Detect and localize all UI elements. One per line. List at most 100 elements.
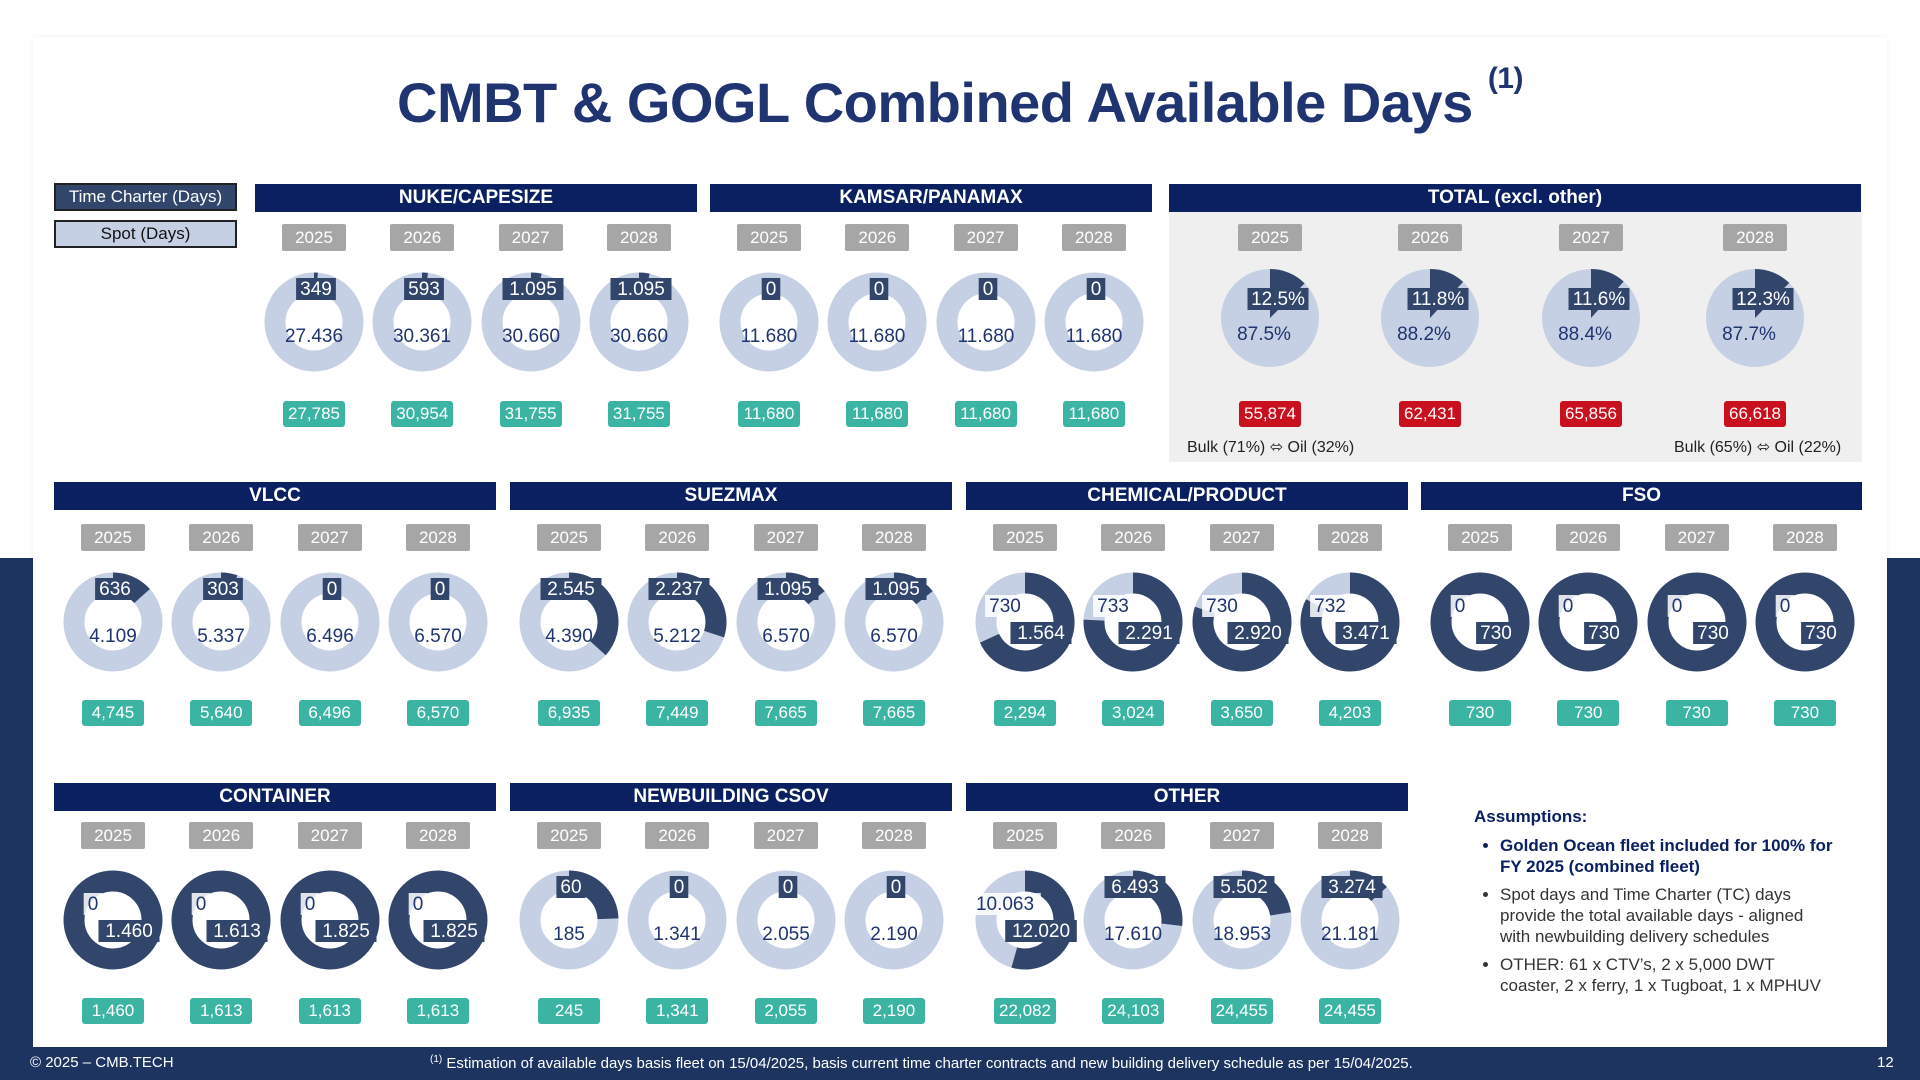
assumption-item: Golden Ocean fleet included for 100% for… [1500, 835, 1834, 877]
total-days-badge: 24,103 [1102, 998, 1165, 1024]
container-donut-2026: 0 1.613 [171, 870, 271, 970]
year-label: 2026 [1398, 224, 1462, 251]
value-label-box [669, 876, 689, 898]
value-label: 21.181 [1321, 924, 1379, 945]
value-label-box [300, 893, 319, 915]
value-label: 0 [413, 894, 424, 915]
chemical-product-donut-2028: 732 3.471 [1300, 572, 1400, 672]
value-label-box [1247, 288, 1309, 310]
total-days-badge: 11,680 [738, 401, 800, 427]
year-label: 2027 [498, 224, 563, 251]
value-label: 0 [874, 279, 885, 300]
year-label: 2025 [81, 524, 145, 551]
year-label: 2026 [645, 822, 710, 849]
value-label: 730 [989, 596, 1021, 617]
time-charter-arc [1755, 572, 1855, 672]
year-label: 2028 [1317, 822, 1382, 849]
value-label: 0 [1563, 596, 1574, 617]
value-label-box [1321, 876, 1383, 898]
total-days-badge: 3,650 [1210, 700, 1273, 726]
legend-spot: Spot (Days) [54, 220, 237, 248]
value-label-box [865, 578, 927, 600]
total-days-badge: 1,460 [82, 998, 144, 1024]
year-label: 2028 [1061, 224, 1126, 251]
footer-copyright: © 2025 – CMB.TECH [30, 1054, 174, 1071]
value-label-box [761, 278, 781, 300]
total-days-badge: 1,613 [406, 998, 469, 1024]
vlcc-donut-2028: 0 6.570 [388, 572, 488, 672]
value-label: 2.291 [1126, 623, 1174, 644]
value-label-box [95, 578, 135, 600]
total-excl-other-donut-2025: 12.5% 87.5% [1221, 269, 1319, 367]
value-label-box [1732, 288, 1794, 310]
year-label: 2027 [1559, 224, 1623, 251]
total-days-badge: 1,613 [298, 998, 361, 1024]
assumption-item: OTHER: 61 x CTV’s, 2 x 5,000 DWT coaster… [1500, 954, 1834, 996]
total-days-badge: 66,618 [1724, 401, 1786, 427]
value-label: 87.7% [1722, 324, 1776, 345]
value-label: 730 [1588, 623, 1620, 644]
total-days-badge: 24,455 [1210, 998, 1273, 1024]
total-days-badge: 7,449 [646, 700, 709, 726]
newbuilding-csov-donut-2025: 60 185 [519, 870, 619, 970]
value-label-box [1667, 595, 1686, 617]
value-label: 0 [1091, 279, 1102, 300]
value-label: 0 [435, 579, 446, 600]
newbuilding-csov-donut-2026: 0 1.341 [627, 870, 727, 970]
container-header: CONTAINER [54, 783, 496, 811]
value-label: 730 [1697, 623, 1729, 644]
value-label: 349 [300, 279, 332, 300]
vlcc-header: VLCC [54, 482, 496, 510]
year-label: 2025 [737, 224, 801, 251]
other-donut-2028: 3.274 21.181 [1300, 870, 1400, 970]
total-days-badge: 30,954 [391, 401, 454, 427]
total-days-badge: 730 [1665, 700, 1728, 726]
suezmax-header: SUEZMAX [510, 482, 952, 510]
footer-page-number: 12 [1877, 1054, 1894, 1071]
nuke-capesize-donut-2026: 593 30.361 [372, 272, 472, 372]
year-label: 2028 [405, 524, 470, 551]
value-label: 730 [1206, 596, 1238, 617]
value-label: 5.337 [198, 626, 246, 647]
vlcc-donut-2025: 636 4.109 [63, 572, 163, 672]
total-days-badge: 7,665 [862, 700, 925, 726]
container-donut-2027: 0 1.825 [280, 870, 380, 970]
year-label: 2025 [81, 822, 145, 849]
value-label: 6.496 [306, 626, 354, 647]
value-label-box [408, 893, 428, 915]
assumptions: Assumptions: Golden Ocean fleet included… [1474, 806, 1834, 1003]
value-label: 5.502 [1220, 877, 1268, 898]
year-label: 2025 [993, 822, 1057, 849]
value-label: 0 [326, 579, 337, 600]
value-label: 0 [304, 894, 315, 915]
time-charter-arc [1083, 572, 1183, 672]
value-label-box [404, 278, 445, 300]
value-label: 3.471 [1342, 623, 1390, 644]
value-label-box [1584, 622, 1625, 644]
value-label-box [978, 278, 997, 300]
fso-donut-2028: 0 730 [1755, 572, 1855, 672]
year-label: 2027 [753, 524, 818, 551]
value-label-box [1335, 622, 1397, 644]
value-label: 0 [196, 894, 207, 915]
value-label-box [1086, 278, 1106, 300]
value-label: 11.680 [1066, 326, 1123, 347]
value-label: 185 [553, 924, 585, 945]
container-donut-2028: 0 1.825 [388, 870, 488, 970]
year-label: 2025 [993, 524, 1057, 551]
page-title: CMBT & GOGL Combined Available Days (1) [0, 62, 1920, 135]
total-days-badge: 11,680 [954, 401, 1017, 427]
year-label: 2027 [1209, 524, 1274, 551]
year-label: 2026 [1101, 524, 1166, 551]
value-label: 0 [88, 894, 99, 915]
chemical-product-donut-2027: 730 2.920 [1192, 572, 1292, 672]
value-label-box [1104, 876, 1166, 898]
value-label-box [1201, 595, 1242, 617]
nuke-capesize-donut-2028: 1.095 30.660 [589, 272, 689, 372]
total-days-badge: 55,874 [1239, 401, 1301, 427]
year-label: 2026 [189, 822, 254, 849]
value-label: 87.5% [1237, 324, 1291, 345]
value-label: 12.020 [1012, 921, 1070, 942]
value-label: 27.436 [285, 326, 343, 347]
suezmax-donut-2028: 1.095 6.570 [844, 572, 944, 672]
